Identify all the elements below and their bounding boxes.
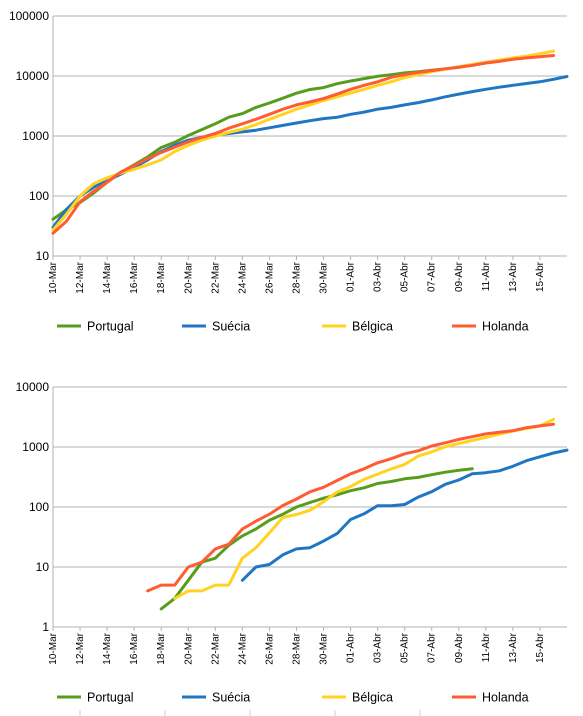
x-tick-label: 05-Abr	[400, 632, 411, 663]
x-tick-label: 28-Mar	[291, 632, 302, 664]
legend-label: Suécia	[212, 320, 250, 334]
x-tick-label: 10-Mar	[48, 261, 59, 293]
x-tick-label: 14-Mar	[102, 261, 113, 293]
x-tick-label: 24-Mar	[237, 261, 248, 293]
y-tick-label: 100000	[9, 9, 49, 23]
series-line-suécia	[240, 448, 569, 582]
legend-label: Bélgica	[352, 320, 393, 334]
x-tick-label: 24-Mar	[237, 632, 248, 664]
x-tick-label: 18-Mar	[156, 261, 167, 293]
x-tick-label: 30-Mar	[319, 261, 330, 293]
y-tick-label: 1000	[22, 129, 49, 143]
x-tick-label: 01-Abr	[346, 632, 357, 663]
x-tick-label: 26-Mar	[264, 261, 275, 293]
legend-label: Suécia	[212, 691, 250, 705]
x-tick-label: 13-Abr	[508, 261, 519, 292]
y-tick-label: 10000	[16, 69, 50, 83]
x-tick-label: 09-Abr	[454, 261, 465, 292]
series-line-holanda	[146, 422, 555, 593]
x-tick-label: 10-Mar	[48, 632, 59, 664]
y-tick-label: 10	[36, 249, 50, 263]
x-tick-label: 11-Abr	[481, 632, 492, 662]
x-tick-label: 11-Abr	[481, 261, 492, 291]
x-tick-label: 07-Abr	[427, 632, 438, 663]
x-tick-label: 20-Mar	[183, 632, 194, 664]
x-tick-label: 22-Mar	[210, 261, 221, 293]
chart-top: 10 100 1000 10000 100000 10-Mar 12-Mar 14-Mar 16…	[9, 9, 569, 334]
x-tick-label: 14-Mar	[102, 632, 113, 664]
x-tick-label: 07-Abr	[427, 261, 438, 292]
x-tick-label: 28-Mar	[291, 261, 302, 293]
x-tick-label: 15-Abr	[535, 632, 546, 663]
series-line-bélgica	[51, 49, 555, 232]
series-line-bélgica	[173, 417, 555, 600]
x-tick-label: 20-Mar	[183, 261, 194, 293]
series-line-suécia	[51, 75, 569, 229]
y-tick-label: 1	[42, 620, 49, 634]
x-tick-label: 12-Mar	[75, 261, 86, 293]
x-tick-label: 26-Mar	[264, 632, 275, 664]
legend-label: Portugal	[87, 320, 134, 334]
y-tick-label: 10	[36, 560, 50, 574]
legend-label: Bélgica	[352, 691, 393, 705]
x-tick-label: 01-Abr	[346, 261, 357, 292]
x-tick-label: 13-Abr	[508, 632, 519, 663]
series-line-holanda	[51, 54, 555, 235]
x-tick-label: 03-Abr	[373, 261, 384, 292]
x-tick-label: 16-Mar	[129, 632, 140, 664]
x-tick-label: 18-Mar	[156, 632, 167, 664]
legend-label: Holanda	[482, 691, 529, 705]
series-line-portugal	[159, 467, 474, 611]
x-tick-label: 12-Mar	[75, 632, 86, 664]
y-tick-label: 1000	[22, 440, 49, 454]
legend-label: Portugal	[87, 691, 134, 705]
x-tick-label: 09-Abr	[454, 632, 465, 663]
x-tick-label: 03-Abr	[373, 632, 384, 663]
chart-bottom: 1 10 100 1000 10000 10-Mar 12-Mar 14-Mar 16-Mar 1…	[16, 380, 569, 716]
y-tick-label: 100	[29, 500, 49, 514]
x-tick-label: 05-Abr	[400, 261, 411, 292]
y-tick-label: 100	[29, 189, 49, 203]
x-tick-label: 15-Abr	[535, 261, 546, 292]
x-tick-label: 30-Mar	[319, 632, 330, 664]
y-tick-label: 10000	[16, 380, 50, 394]
x-tick-label: 16-Mar	[129, 261, 140, 293]
legend-label: Holanda	[482, 320, 529, 334]
x-tick-label: 22-Mar	[210, 632, 221, 664]
